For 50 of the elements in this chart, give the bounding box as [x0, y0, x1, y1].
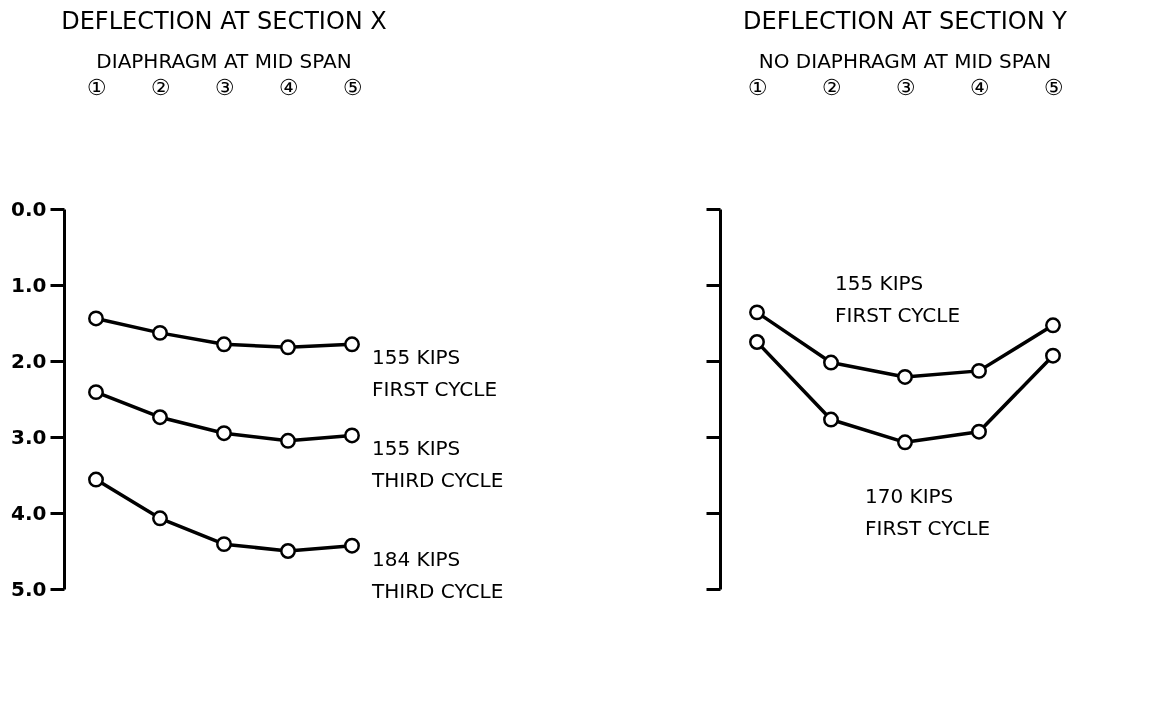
y-tick-label: 2.0: [11, 348, 47, 373]
point: [823, 411, 839, 428]
text: 170 KIPS FIRST CYCLE: [865, 484, 991, 541]
point: [344, 537, 360, 554]
point: [280, 543, 296, 559]
x-tick-label: ②: [821, 74, 842, 100]
y-tick-label: 0.0: [11, 196, 47, 221]
point: [971, 423, 987, 440]
point: [88, 310, 104, 327]
point: [344, 336, 360, 353]
point: [1045, 317, 1061, 334]
x-tick-label: ④: [278, 74, 299, 100]
x-tick-label: ①: [86, 74, 107, 100]
x-tick-label: ②: [150, 74, 171, 100]
point: [280, 432, 296, 449]
x-tick-label: ⑤: [1043, 74, 1064, 100]
y-tick-label: 4.0: [11, 500, 47, 525]
series-label: 184 KIPS THIRD CYCLE: [371, 546, 504, 603]
point: [152, 409, 168, 426]
point: [88, 384, 104, 401]
series-label: 155 KIPS THIRD CYCLE: [371, 436, 504, 493]
point: [88, 471, 104, 488]
point: [897, 434, 913, 451]
point: [152, 510, 168, 527]
point: [216, 336, 232, 353]
chart-subtitle: NO DIAPHRAGM AT MID SPAN: [758, 49, 1052, 73]
point: [971, 362, 987, 379]
chart-subtitle: DIAPHRAGM AT MID SPAN: [96, 49, 352, 73]
x-tick-label: ①: [747, 74, 768, 100]
x-tick-label: ④: [969, 74, 990, 100]
point: [216, 536, 232, 553]
point: [216, 425, 232, 442]
point: [1045, 347, 1061, 364]
series-label: 155 KIPS FIRST CYCLE: [835, 271, 961, 328]
point: [280, 339, 296, 356]
x-tick-label: ③: [214, 74, 235, 100]
x-tick-label: ⑤: [342, 74, 363, 100]
point: [344, 427, 360, 444]
chart-title: DEFLECTION AT SECTION Y: [743, 7, 1068, 35]
x-tick-label: ③: [895, 74, 916, 100]
chart-title: DEFLECTION AT SECTION X: [61, 7, 387, 35]
point: [749, 304, 765, 321]
y-tick-label: 1.0: [11, 272, 47, 297]
y-tick-label: 3.0: [11, 424, 47, 449]
series-label: 155 KIPS FIRST CYCLE: [372, 345, 498, 402]
point: [749, 334, 765, 350]
y-tick-label: 5.0: [11, 576, 47, 601]
point: [152, 324, 168, 341]
point: [897, 369, 913, 385]
point: [823, 354, 839, 371]
